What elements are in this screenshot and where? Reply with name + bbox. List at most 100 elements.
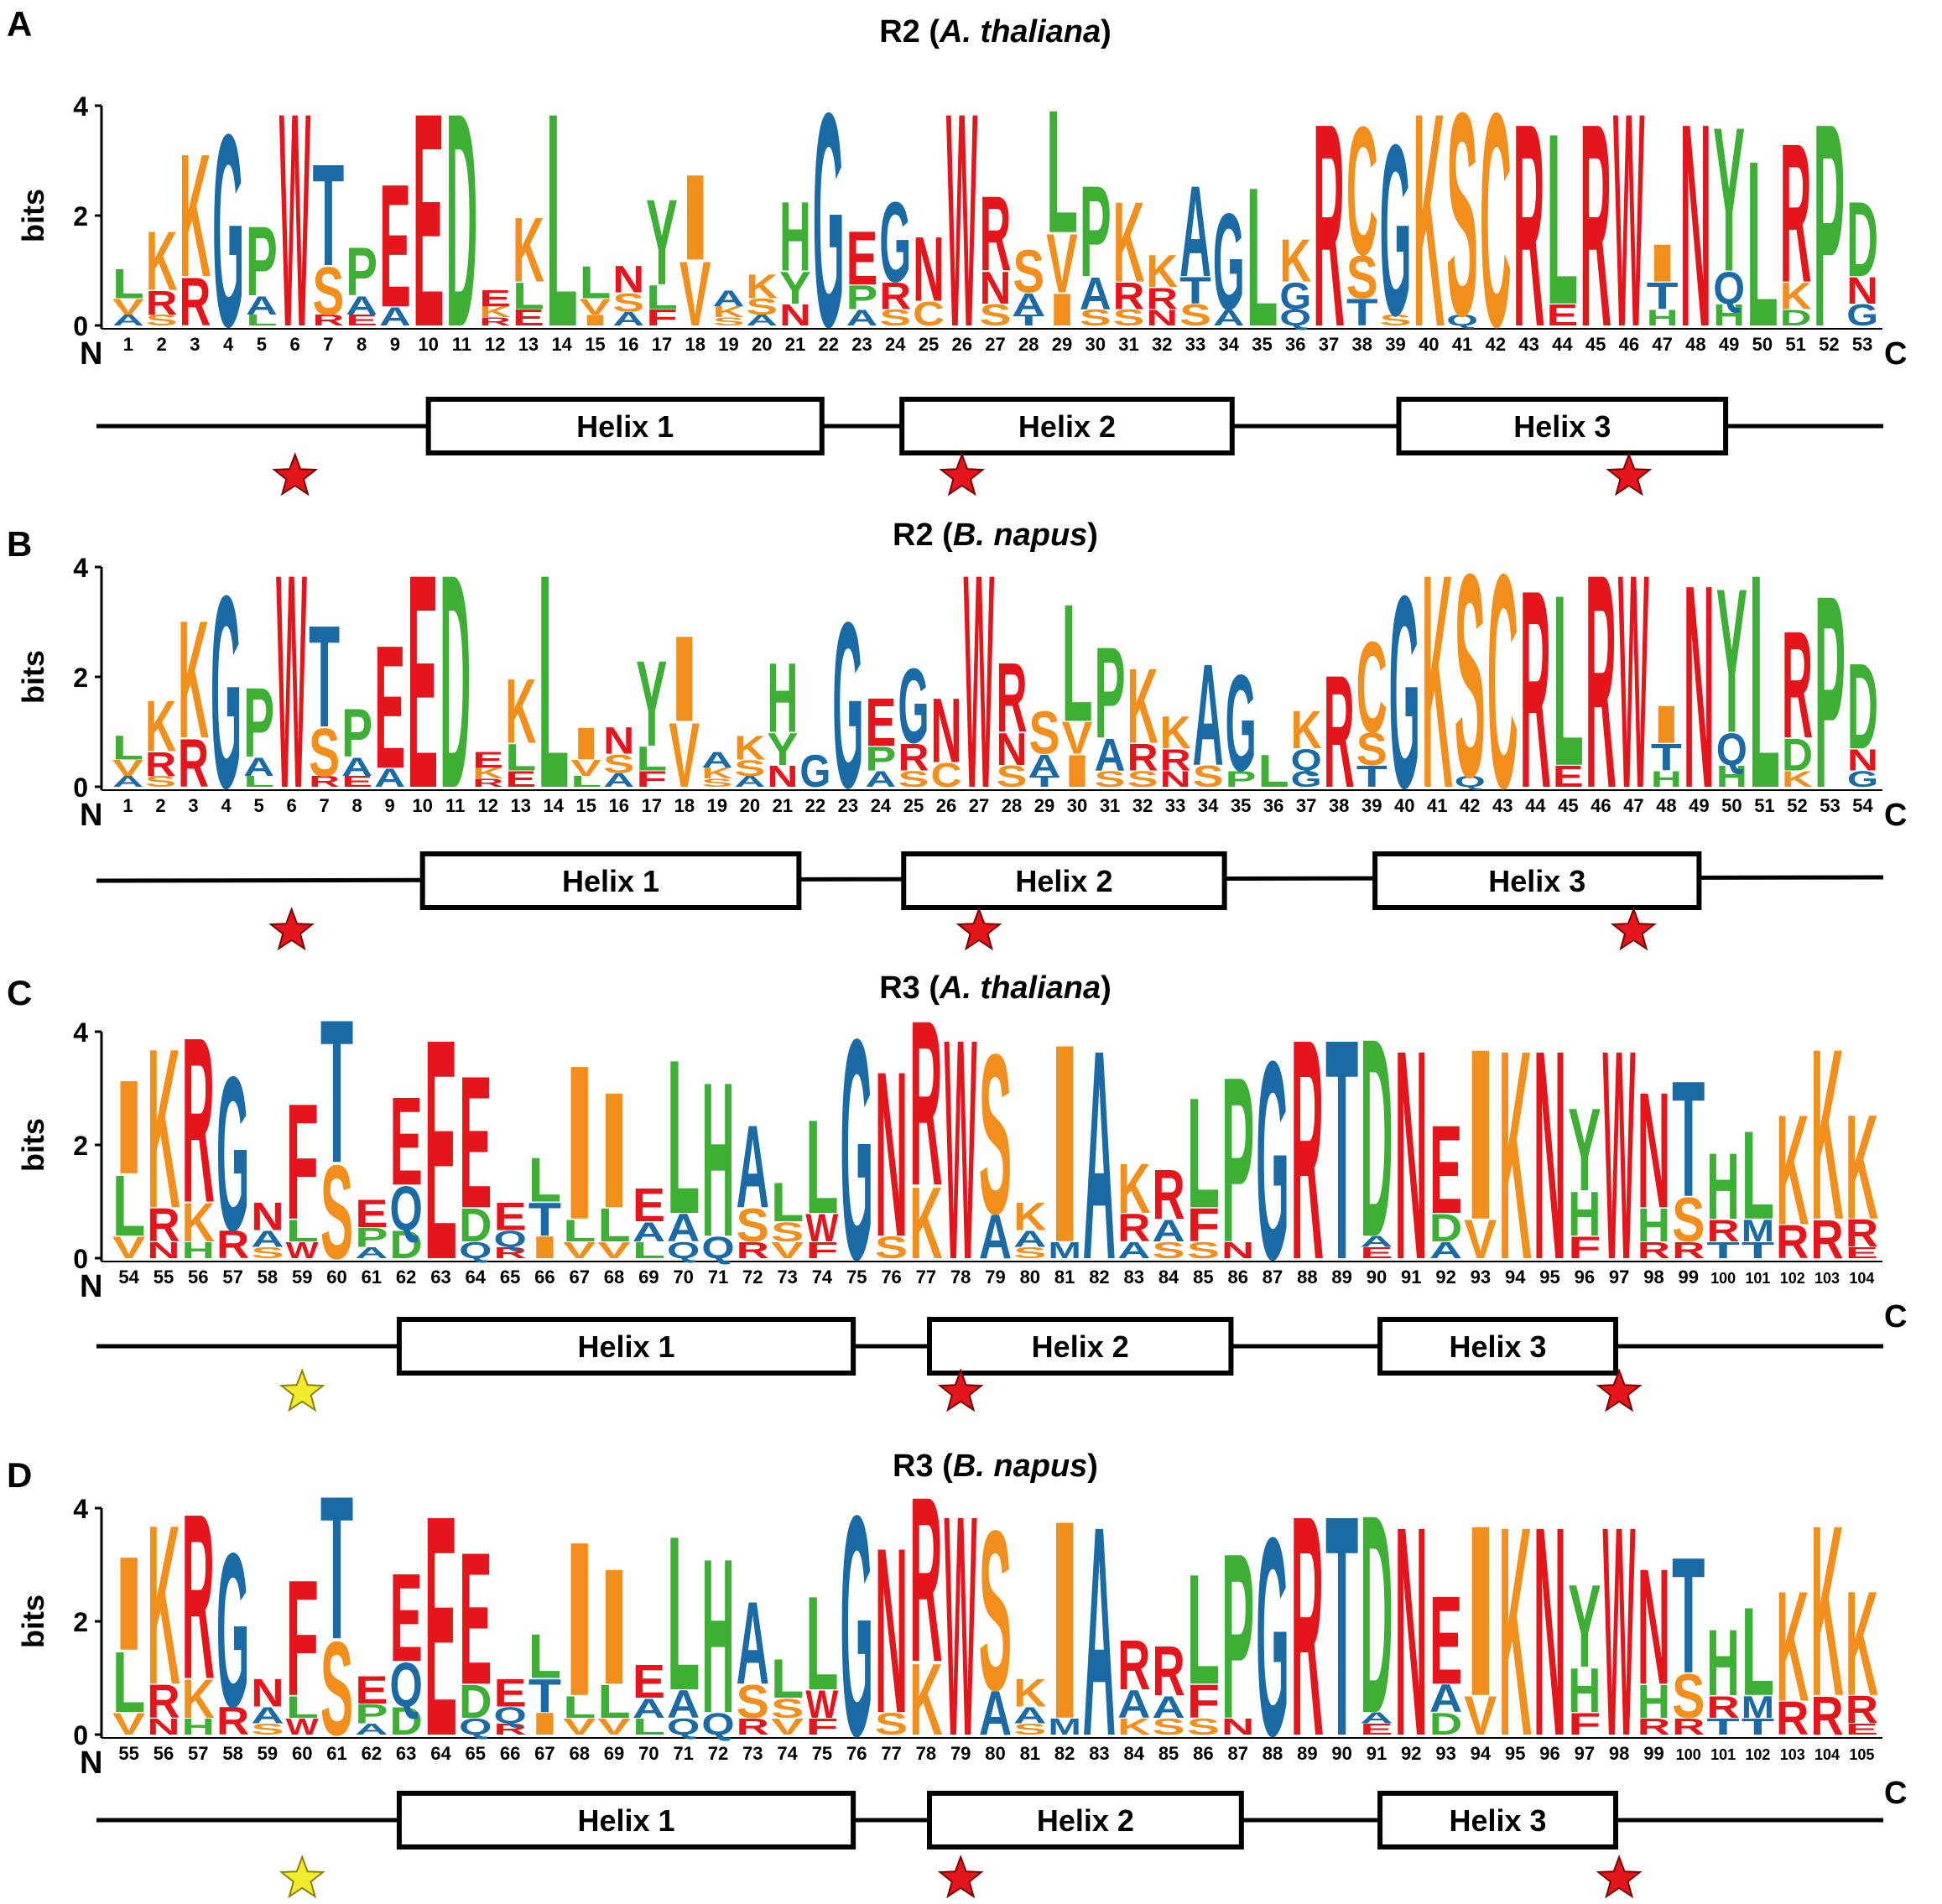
logo-letter: A xyxy=(1013,287,1044,321)
panel-letter: D xyxy=(7,1455,32,1495)
logo-column: AVL xyxy=(112,260,144,329)
position-label: 12 xyxy=(477,795,497,816)
logo-letter: T xyxy=(1651,736,1682,778)
logo-letter: L xyxy=(636,739,667,778)
logo-letter: H xyxy=(1647,304,1679,330)
helix-label: Helix 3 xyxy=(1450,1803,1547,1838)
logo-letter: A xyxy=(1179,160,1211,304)
logo-letter: E xyxy=(493,1195,526,1239)
logo-column: W xyxy=(945,1450,977,1802)
logo-letter: T xyxy=(1356,759,1388,793)
logo-column: L xyxy=(1247,147,1278,368)
logo-column: APE xyxy=(355,1669,388,1739)
logo-letter: S xyxy=(1013,1720,1046,1738)
logo-column: EAD xyxy=(1360,1457,1393,1773)
helix-box xyxy=(1377,1791,1619,1849)
logo-letter: R xyxy=(479,315,511,328)
logo-letter: A xyxy=(112,312,144,329)
n-terminus-label: N xyxy=(80,798,102,833)
helix-label: Helix 2 xyxy=(1018,409,1116,444)
logo-letter: K xyxy=(513,200,544,302)
position-label: 35 xyxy=(1231,795,1251,816)
y-axis-label: bits xyxy=(16,1594,50,1648)
red-star-icon xyxy=(268,907,315,951)
logo-letter: D xyxy=(1846,179,1878,299)
logo-letter: E xyxy=(1546,299,1578,333)
title-prefix: R2 ( xyxy=(879,14,940,49)
position-label: 5 xyxy=(253,795,263,816)
logo-column: RST xyxy=(1672,1047,1705,1263)
logo-letter: T xyxy=(1325,974,1358,1326)
logo-letter: C xyxy=(1356,616,1388,760)
position-label: 63 xyxy=(430,1267,450,1288)
logo-column: QS xyxy=(1455,515,1486,838)
logo-letter: R xyxy=(879,275,911,317)
position-label: 49 xyxy=(1689,795,1709,816)
position-label: 76 xyxy=(881,1267,901,1288)
logo-letter: W xyxy=(963,511,994,851)
position-label: 15 xyxy=(585,334,605,355)
logo-letter: L xyxy=(112,728,143,767)
logo-letter: S xyxy=(746,294,778,320)
position-label: 37 xyxy=(1296,795,1316,816)
logo-letter: F xyxy=(1187,1199,1220,1251)
logo-column: R xyxy=(1291,973,1324,1325)
logo-column: G xyxy=(832,573,863,837)
logo-column: SN xyxy=(875,1022,908,1286)
logo-letter: I xyxy=(528,1706,561,1741)
logo-letter: S xyxy=(771,1217,804,1247)
logo-column: R xyxy=(1520,533,1551,848)
logo-letter: A xyxy=(112,773,143,790)
logo-letter: P xyxy=(846,278,878,317)
logo-letter: V xyxy=(112,756,143,781)
logo-letter: I xyxy=(112,1529,145,1678)
red-star-icon xyxy=(1596,1855,1643,1899)
logo-letter: V xyxy=(1046,217,1078,311)
logo-letter: E xyxy=(513,305,544,330)
logo-column: QDE xyxy=(459,1512,492,1740)
logo-column: NP xyxy=(1221,1505,1254,1768)
logo-letter: N xyxy=(1846,270,1878,312)
logo-letter: V xyxy=(563,1713,596,1740)
n-terminus-label: N xyxy=(80,1745,102,1781)
y-tick-label: 4 xyxy=(73,553,88,583)
logo-letter: L xyxy=(646,278,678,316)
logo-column: SRG xyxy=(898,648,929,793)
position-label: 15 xyxy=(576,795,596,816)
logo-letter: A xyxy=(1117,1237,1150,1263)
logo-column: ASK xyxy=(746,267,778,329)
position-label: 16 xyxy=(618,334,638,355)
logo-letter: E xyxy=(865,684,896,760)
logo-column: ADE xyxy=(1429,1100,1462,1264)
position-label: 40 xyxy=(1419,334,1439,355)
position-label: 82 xyxy=(1089,1267,1109,1288)
logo-column: QAL xyxy=(667,1491,700,1740)
y-axis-label: bits xyxy=(16,189,50,242)
position-label: 12 xyxy=(485,334,505,355)
red-star-icon xyxy=(272,452,319,497)
title-prefix: R3 ( xyxy=(893,1449,953,1484)
logo-column: R xyxy=(1291,1449,1324,1802)
logo-letter: I xyxy=(1046,284,1078,335)
position-label: 52 xyxy=(1819,334,1839,355)
logo-column: D xyxy=(446,50,478,391)
logo-letter: R xyxy=(898,736,929,779)
logo-letter: S xyxy=(145,773,176,790)
position-label: 22 xyxy=(805,795,825,816)
logo-column: LAP xyxy=(246,205,278,329)
position-label: 83 xyxy=(1124,1267,1144,1288)
logo-letter: D xyxy=(1429,1706,1462,1741)
logo-column: VSL xyxy=(771,1172,804,1264)
logo-letter: E xyxy=(479,286,511,311)
logo-letter: K xyxy=(1160,708,1191,759)
position-label: 19 xyxy=(718,334,738,355)
logo-letter: S xyxy=(320,1615,353,1764)
logo-letter: T xyxy=(320,1454,353,1682)
logo-letter: I xyxy=(669,611,700,747)
logo-letter: L xyxy=(286,1689,319,1725)
logo-letter: N xyxy=(875,1022,908,1286)
logo-letter: S xyxy=(1187,1236,1220,1263)
logo-letter: L xyxy=(246,312,278,329)
logo-column: ITL xyxy=(528,1621,561,1741)
logo-letter: K xyxy=(1127,646,1158,766)
